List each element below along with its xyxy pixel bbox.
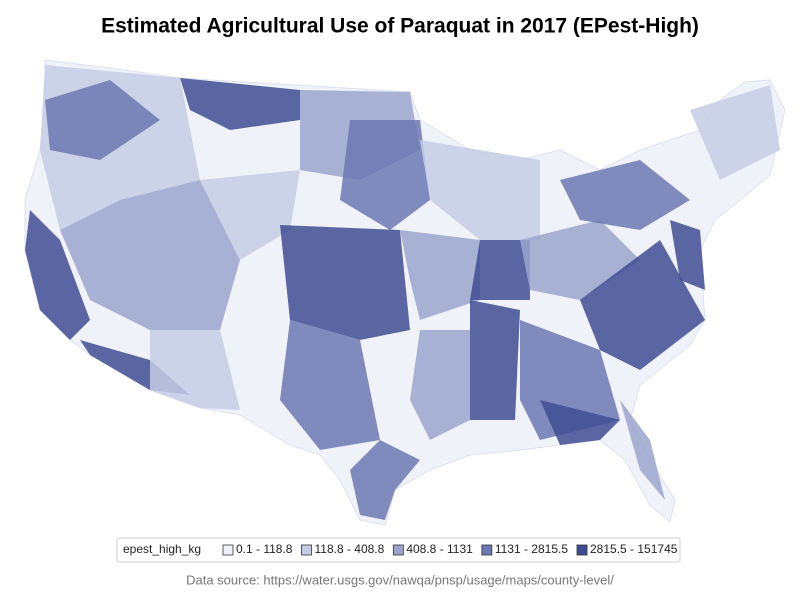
legend-label: 118.8 - 408.8	[314, 542, 384, 556]
region-shade	[410, 330, 470, 440]
region-shade	[470, 240, 530, 300]
legend-title: epest_high_kg	[123, 542, 201, 556]
region-shade	[45, 80, 160, 160]
region-shade	[25, 210, 90, 340]
region-shade	[340, 120, 430, 230]
map	[24, 59, 786, 526]
region-shade	[150, 330, 240, 410]
region-shade	[540, 400, 620, 445]
region-shade	[560, 160, 690, 230]
source-note: Data source: https://water.usgs.gov/nawq…	[186, 572, 614, 587]
legend-swatch	[392, 544, 404, 556]
region-shade	[350, 440, 420, 520]
legend-label: 1131 - 2815.5	[495, 542, 568, 556]
region-shade	[580, 240, 705, 370]
region-shade	[200, 170, 300, 260]
map-title: Estimated Agricultural Use of Paraquat i…	[101, 15, 699, 38]
legend-swatch	[301, 544, 312, 556]
legend-swatch	[576, 544, 588, 556]
region-shade	[620, 400, 665, 500]
region-shade	[690, 85, 780, 180]
legend-label: 2815.5 - 151745	[590, 542, 678, 556]
region-shade	[280, 320, 380, 450]
region-shade	[280, 225, 410, 340]
legend-label: 408.8 - 1131	[406, 542, 473, 556]
legend: 0.1 - 118.8 118.8 - 408.8 408.8 - 1131 1131…	[222, 542, 678, 556]
region-shade	[60, 180, 240, 330]
region-shade	[670, 220, 705, 290]
legend-swatch	[222, 544, 234, 556]
region-shade	[180, 78, 300, 130]
region-shade	[470, 300, 520, 420]
region-shade	[400, 230, 480, 320]
legend-swatch	[481, 544, 493, 556]
region-shade	[420, 140, 540, 240]
legend-label: 0.1 - 118.8	[236, 542, 293, 556]
